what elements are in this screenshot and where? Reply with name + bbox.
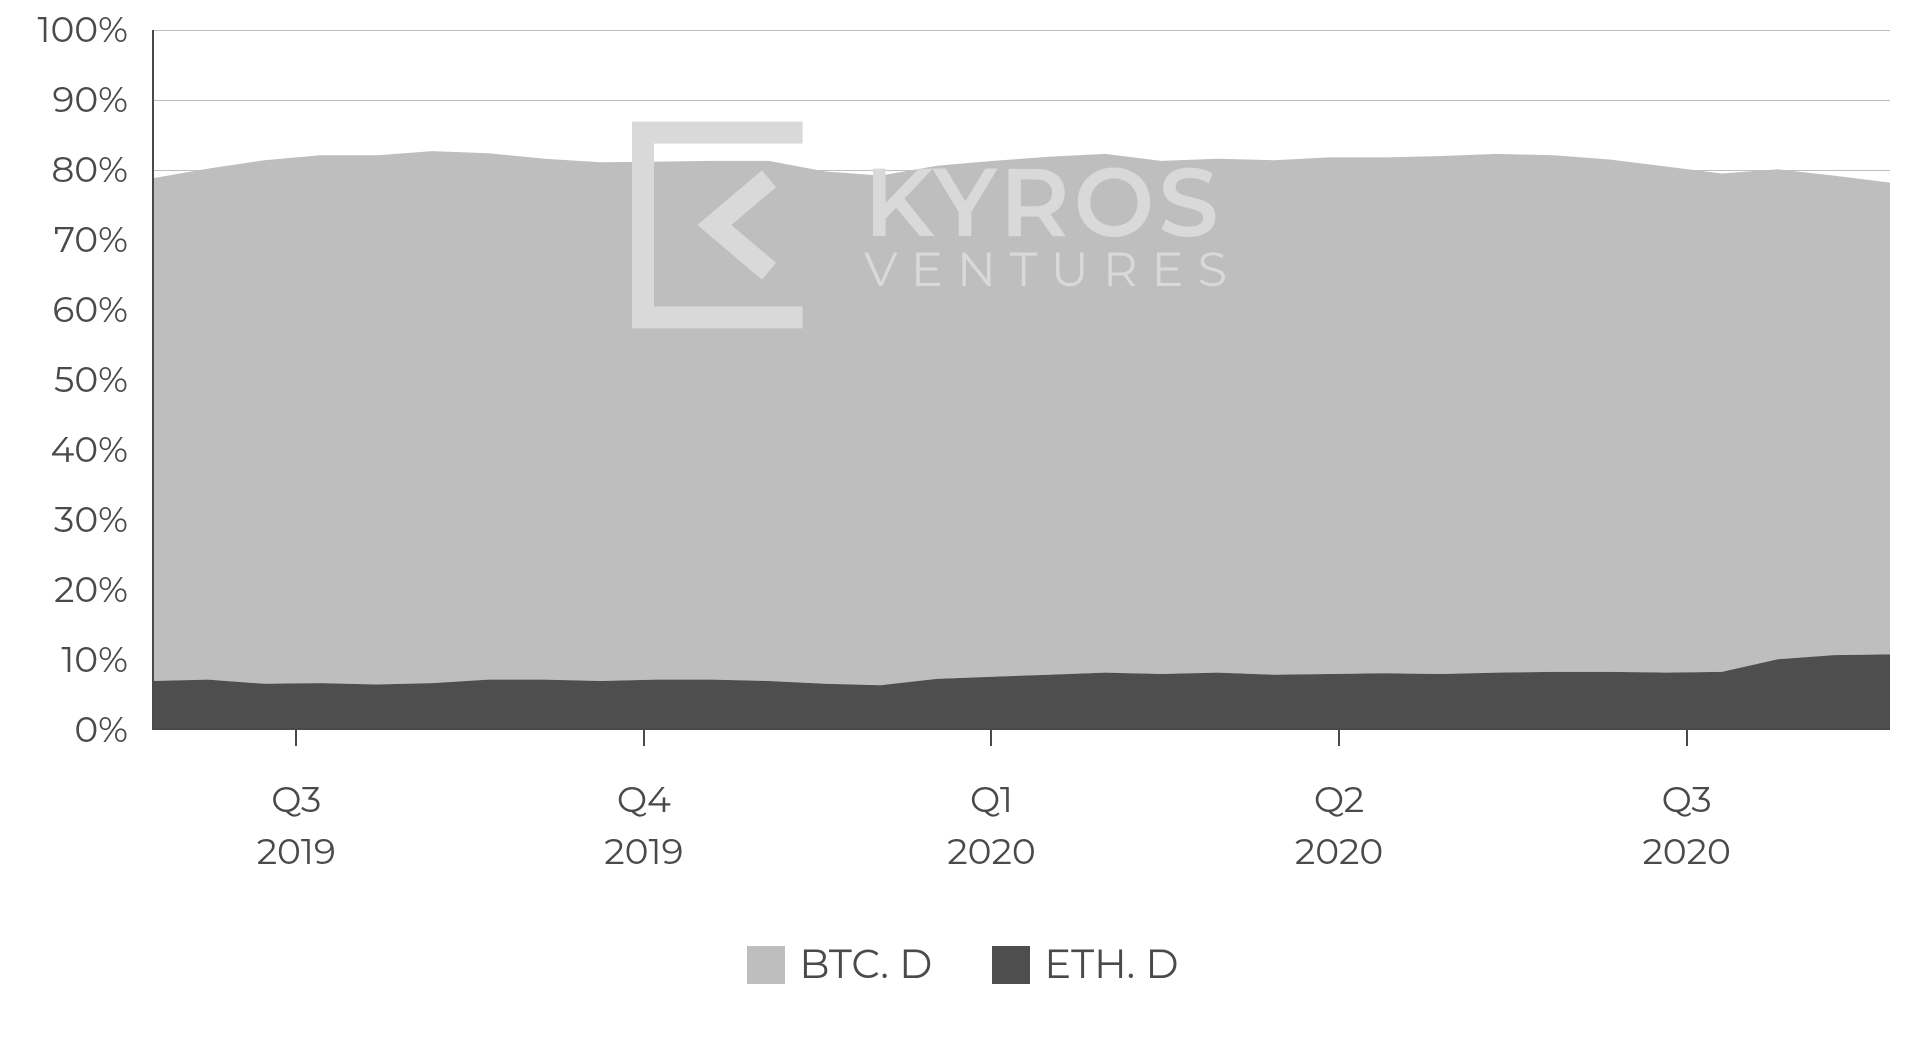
x-axis-line <box>152 728 1890 730</box>
x-tick <box>1686 730 1688 746</box>
x-tick-label: Q32020 <box>1642 774 1730 878</box>
y-tick-label: 40% <box>51 428 128 472</box>
x-tick-label: Q32019 <box>257 774 336 878</box>
y-tick-label: 70% <box>54 218 128 262</box>
x-tick <box>295 730 297 746</box>
x-tick <box>643 730 645 746</box>
area-btc <box>152 151 1890 685</box>
y-axis-line <box>152 30 154 730</box>
x-tick-quarter: Q2 <box>1295 774 1383 826</box>
y-tick-label: 90% <box>52 78 128 122</box>
x-tick-quarter: Q3 <box>257 774 336 826</box>
x-tick-year: 2020 <box>947 826 1035 878</box>
area-svg <box>152 30 1890 730</box>
legend-swatch <box>992 946 1030 984</box>
x-tick-year: 2020 <box>1295 826 1383 878</box>
legend-label: BTC. D <box>799 940 932 989</box>
legend-label: ETH. D <box>1044 940 1178 989</box>
y-tick-label: 60% <box>52 288 128 332</box>
y-tick-label: 20% <box>54 568 128 612</box>
plot-area: 0%10%20%30%40%50%60%70%80%90%100%KYROSVE… <box>152 30 1890 730</box>
legend-swatch <box>747 946 785 984</box>
x-tick-label: Q12020 <box>947 774 1035 878</box>
x-tick-quarter: Q1 <box>947 774 1035 826</box>
x-tick-year: 2019 <box>604 826 683 878</box>
y-tick-label: 80% <box>51 148 128 192</box>
x-tick-label: Q22020 <box>1295 774 1383 878</box>
x-tick-year: 2019 <box>257 826 336 878</box>
legend: BTC. D ETH. D <box>0 940 1926 989</box>
legend-item: ETH. D <box>992 940 1178 989</box>
dominance-area-chart: 0%10%20%30%40%50%60%70%80%90%100%KYROSVE… <box>0 0 1926 1037</box>
x-tick-label: Q42019 <box>604 774 683 878</box>
x-tick-year: 2020 <box>1642 826 1730 878</box>
x-tick-quarter: Q4 <box>604 774 683 826</box>
y-tick-label: 10% <box>61 638 128 682</box>
y-tick-label: 100% <box>37 8 128 52</box>
x-tick <box>990 730 992 746</box>
x-tick-quarter: Q3 <box>1642 774 1730 826</box>
y-tick-label: 50% <box>54 358 128 402</box>
x-tick <box>1338 730 1340 746</box>
y-tick-label: 30% <box>54 498 128 542</box>
legend-item: BTC. D <box>747 940 932 989</box>
y-tick-label: 0% <box>74 708 128 752</box>
